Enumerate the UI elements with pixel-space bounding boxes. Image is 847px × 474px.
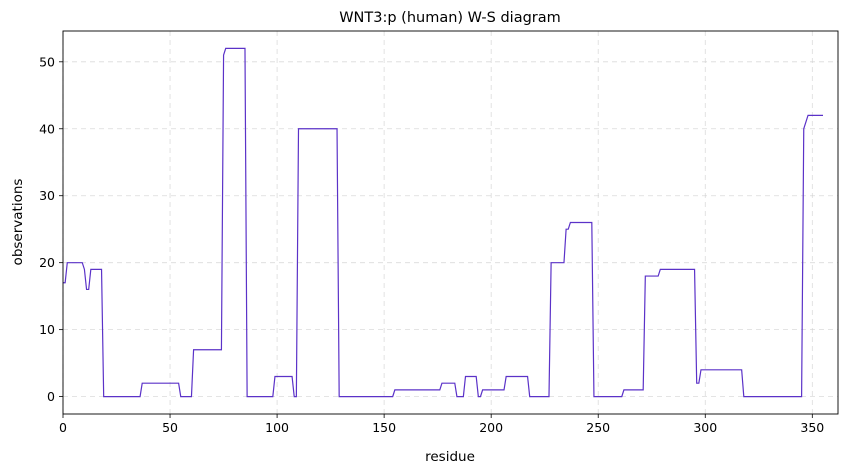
y-tick-label: 0	[47, 389, 55, 404]
y-tick-label: 10	[39, 322, 55, 337]
y-tick-label: 40	[39, 121, 55, 136]
grid	[62, 31, 838, 414]
plot-area	[63, 47, 824, 398]
x-tick-label: 350	[800, 420, 824, 435]
y-tick-label: 50	[39, 54, 55, 69]
chart-title: WNT3:p (human) W-S diagram	[339, 10, 561, 26]
x-axis: 0 50 100 150 200 250 300 350	[59, 414, 824, 435]
x-axis-label: residue	[425, 449, 475, 465]
series-line	[63, 47, 824, 398]
plot-frame	[62, 30, 839, 415]
x-tick-label: 100	[265, 420, 289, 435]
x-tick-label: 250	[586, 420, 610, 435]
x-tick-label: 150	[372, 420, 396, 435]
x-tick-label: 50	[162, 420, 178, 435]
x-tick-label: 0	[59, 420, 67, 435]
y-tick-label: 20	[39, 255, 55, 270]
y-axis-label: observations	[10, 179, 26, 266]
y-axis: 0 10 20 30 40 50	[39, 54, 63, 404]
x-tick-label: 300	[693, 420, 717, 435]
y-tick-label: 30	[39, 188, 55, 203]
x-tick-label: 200	[479, 420, 503, 435]
